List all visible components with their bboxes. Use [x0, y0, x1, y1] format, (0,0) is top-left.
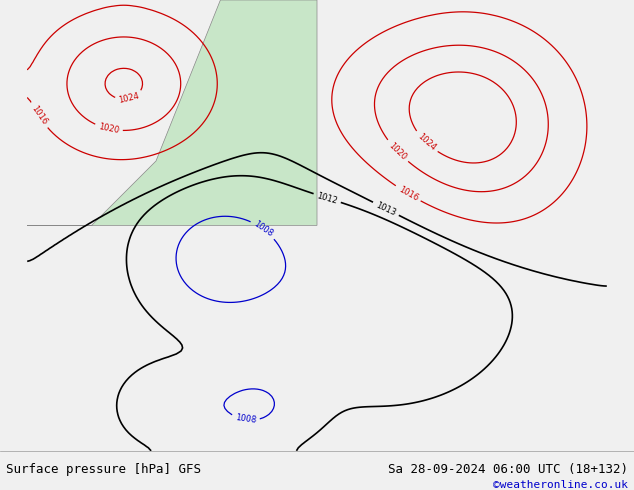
- Polygon shape: [27, 0, 317, 225]
- Text: 1024: 1024: [118, 92, 140, 105]
- Text: 1008: 1008: [252, 220, 275, 239]
- Text: 1020: 1020: [387, 141, 408, 162]
- Text: Surface pressure [hPa] GFS: Surface pressure [hPa] GFS: [6, 463, 202, 476]
- Text: 1016: 1016: [29, 104, 49, 127]
- Text: ©weatheronline.co.uk: ©weatheronline.co.uk: [493, 480, 628, 490]
- Text: 1008: 1008: [235, 414, 257, 425]
- Text: 1024: 1024: [415, 132, 437, 153]
- Text: 1012: 1012: [316, 191, 339, 205]
- Text: 1020: 1020: [98, 122, 120, 135]
- Text: 1016: 1016: [397, 185, 420, 203]
- Text: Sa 28-09-2024 06:00 UTC (18+132): Sa 28-09-2024 06:00 UTC (18+132): [387, 463, 628, 476]
- Text: 1013: 1013: [375, 200, 398, 217]
